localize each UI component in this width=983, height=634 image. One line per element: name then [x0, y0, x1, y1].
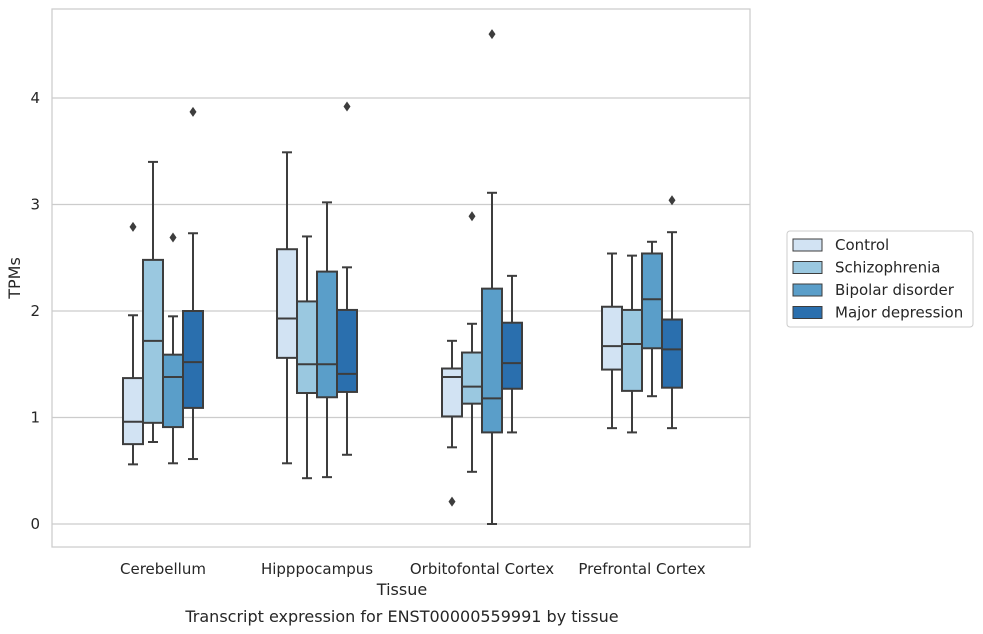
- y-tick-label: 3: [30, 196, 40, 214]
- box-0-1: [142, 160, 164, 443]
- box-2-1: [461, 211, 483, 473]
- x-tick-label: Hipppocampus: [261, 560, 373, 578]
- chart-caption: Transcript expression for ENST0000055999…: [184, 607, 618, 626]
- box-iqr: [276, 248, 298, 359]
- legend-label: Schizophrenia: [835, 259, 940, 277]
- legend-frame: [786, 230, 974, 328]
- legend-swatch: [792, 261, 823, 274]
- box-0-3: [182, 106, 204, 461]
- y-axis-title: TPMs: [5, 257, 24, 300]
- outlier-point: [343, 101, 351, 112]
- outlier-point: [189, 106, 197, 117]
- box-layer: [122, 29, 683, 525]
- box-iqr: [621, 308, 643, 392]
- box-iqr: [296, 300, 318, 395]
- box-iqr: [122, 377, 144, 446]
- box-iqr: [641, 252, 663, 350]
- box-iqr: [601, 305, 623, 371]
- y-tick-label: 0: [30, 515, 40, 533]
- outlier-point: [169, 232, 177, 243]
- plot-area: [51, 8, 751, 548]
- box-3-1: [621, 254, 643, 434]
- box-iqr: [336, 308, 358, 393]
- x-tick-label: Orbitofontal Cortex: [410, 560, 554, 578]
- box-2-2: [481, 29, 503, 525]
- x-axis-title: Tissue: [376, 580, 427, 599]
- box-1-1: [296, 235, 318, 480]
- box-iqr: [182, 310, 204, 409]
- legend-label: Major depression: [835, 304, 963, 322]
- outlier-point: [448, 496, 456, 507]
- box-1-3: [336, 101, 358, 456]
- box-0-0: [122, 221, 144, 466]
- legend-swatch: [792, 306, 823, 319]
- legend: Control Schizophrenia Bipolar disorder Majo…: [786, 230, 974, 328]
- box-iqr: [461, 351, 483, 405]
- box-3-2: [641, 240, 663, 398]
- legend-label: Bipolar disorder: [835, 281, 955, 299]
- y-tick-label: 1: [30, 409, 40, 427]
- box-2-0: [441, 339, 463, 507]
- outlier-point: [129, 221, 137, 232]
- outlier-point: [668, 195, 676, 206]
- legend-swatch: [792, 238, 823, 252]
- box-3-3: [661, 195, 683, 430]
- box-iqr: [501, 321, 523, 390]
- box-2-3: [501, 274, 523, 434]
- box-1-0: [276, 151, 298, 465]
- box-iqr: [316, 270, 338, 399]
- tick-labels: 0 1 2 3 4 Cerebellum Hipppocampus Orbitofontal …: [30, 89, 705, 578]
- box-iqr: [481, 287, 503, 434]
- box-iqr: [441, 367, 463, 418]
- box-1-2: [316, 201, 338, 479]
- x-tick-label: Prefrontal Cortex: [578, 560, 705, 578]
- box-iqr: [661, 318, 683, 389]
- x-tick-label: Cerebellum: [120, 560, 206, 578]
- legend-swatch: [792, 283, 823, 297]
- outlier-point: [468, 211, 476, 222]
- y-tick-label: 2: [30, 302, 40, 320]
- legend-label: Control: [835, 236, 889, 254]
- box-0-2: [162, 232, 184, 465]
- outlier-point: [488, 29, 496, 40]
- y-tick-label: 4: [30, 89, 40, 107]
- box-iqr: [162, 353, 184, 429]
